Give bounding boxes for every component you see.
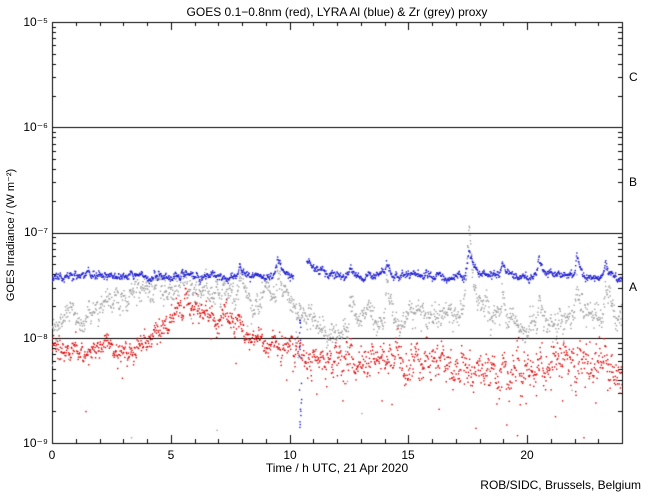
x-axis-label: Time / h UTC, 21 Apr 2020 (265, 461, 409, 475)
y-axis-label: GOES Irradiance / (W m⁻²) (5, 168, 17, 302)
y-tick-label-1e-8: 10⁻⁸ (23, 331, 48, 345)
x-tick-label-20: 20 (520, 448, 534, 462)
flare-class-label-b: B (629, 175, 638, 189)
flare-class-label-a: A (629, 280, 638, 294)
y-tick-label-1e-5: 10⁻⁵ (23, 15, 48, 29)
x-tick-label-5: 5 (167, 448, 175, 462)
x-tick-label-10: 10 (283, 448, 297, 462)
x-tick-label-15: 15 (401, 448, 415, 462)
y-tick-label-1e-9: 10⁻⁹ (23, 436, 48, 450)
y-tick-label-1e-7: 10⁻⁷ (23, 225, 48, 239)
credit-text: ROB/SIDC, Brussels, Belgium (480, 478, 641, 492)
y-tick-label-1e-6: 10⁻⁶ (23, 120, 48, 134)
x-tick-label-0: 0 (48, 448, 56, 462)
chart-title: GOES 0.1−0.8nm (red), LYRA Al (blue) & Z… (186, 5, 488, 19)
flare-class-label-c: C (629, 70, 638, 84)
